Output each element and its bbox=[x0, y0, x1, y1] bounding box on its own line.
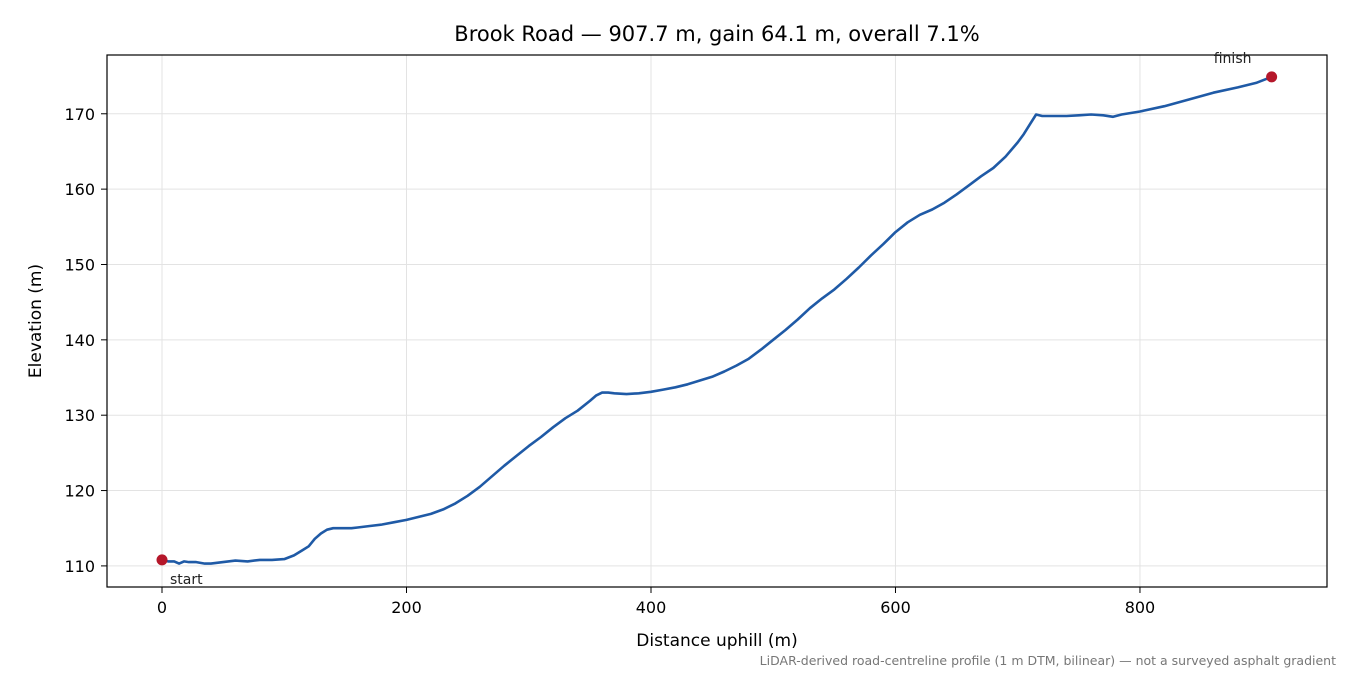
start-marker bbox=[156, 554, 168, 566]
y-tick-label: 140 bbox=[64, 331, 95, 350]
x-tick-label: 200 bbox=[391, 598, 422, 617]
y-tick-label: 130 bbox=[64, 406, 95, 425]
x-axis-label: Distance uphill (m) bbox=[636, 631, 797, 651]
chart-title: Brook Road — 907.7 m, gain 64.1 m, overa… bbox=[454, 22, 979, 46]
x-tick-label: 400 bbox=[636, 598, 667, 617]
plot-frame bbox=[106, 54, 1328, 588]
y-tick-label: 170 bbox=[64, 105, 95, 124]
y-axis-label: Elevation (m) bbox=[26, 264, 46, 378]
y-tick-label: 160 bbox=[64, 180, 95, 199]
finish-marker bbox=[1266, 71, 1278, 83]
finish-label: finish bbox=[1214, 51, 1252, 67]
footnote: LiDAR-derived road-centreline profile (1… bbox=[760, 653, 1336, 668]
elevation-line bbox=[160, 75, 1273, 565]
x-tick-label: 600 bbox=[880, 598, 911, 617]
grid bbox=[107, 55, 1327, 587]
start-label: start bbox=[170, 572, 203, 588]
axis-ticks: 0 200 400 600 800 110 120 130 140 150 160 170 bbox=[64, 105, 1155, 617]
y-tick-label: 110 bbox=[64, 557, 95, 576]
x-tick-label: 0 bbox=[157, 598, 167, 617]
y-tick-label: 150 bbox=[64, 255, 95, 274]
x-tick-label: 800 bbox=[1125, 598, 1156, 617]
y-tick-label: 120 bbox=[64, 482, 95, 501]
